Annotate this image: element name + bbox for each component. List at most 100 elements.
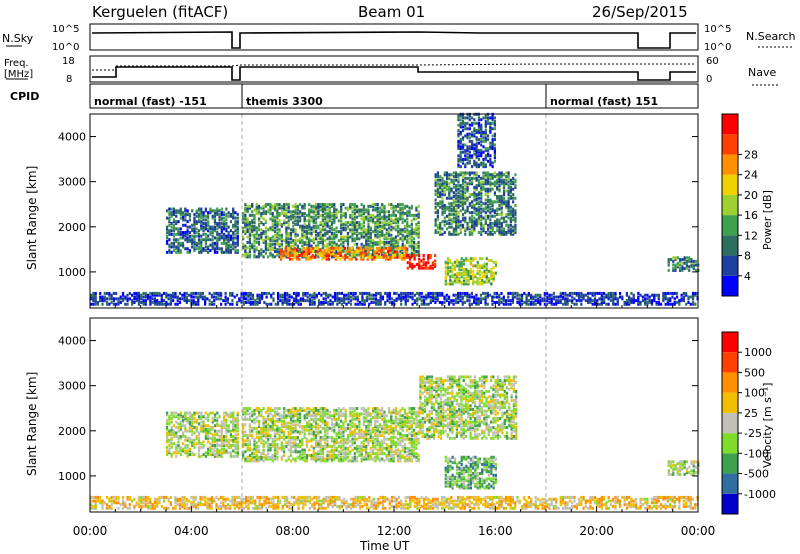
heatmap-cell — [264, 453, 267, 457]
heatmap-cell — [232, 216, 235, 220]
heatmap-cell — [186, 238, 189, 242]
heatmap-cell — [666, 300, 670, 304]
heatmap-cell — [464, 148, 467, 152]
heatmap-cell — [439, 182, 442, 186]
heatmap-cell — [193, 234, 196, 238]
heatmap-cell — [607, 293, 610, 297]
heatmap-cell — [593, 297, 597, 301]
heatmap-cell — [330, 246, 333, 250]
heatmap-cell — [349, 295, 353, 299]
heatmap-cell — [666, 302, 670, 306]
heatmap-cell — [262, 240, 265, 244]
heatmap-cell — [473, 127, 476, 131]
heatmap-cell — [269, 208, 272, 212]
heatmap-cell — [309, 257, 312, 261]
heatmap-cell — [381, 226, 384, 230]
heatmap-cell — [482, 132, 485, 136]
heatmap-cell — [603, 299, 606, 303]
heatmap-cell — [447, 295, 451, 299]
heatmap-cell — [231, 302, 234, 306]
heatmap-cell — [351, 231, 354, 235]
heatmap-cell — [387, 255, 390, 259]
heatmap-cell — [193, 212, 196, 216]
heatmap-cell — [188, 240, 191, 244]
heatmap-cell — [335, 226, 338, 230]
heatmap-cell — [326, 212, 329, 216]
heatmap-cell — [482, 180, 485, 184]
heatmap-cell — [184, 247, 187, 251]
colorbar-tick-label: 8 — [744, 250, 751, 263]
heatmap-cell — [362, 212, 366, 216]
heatmap-cell — [213, 243, 217, 247]
heatmap-cell — [126, 299, 129, 303]
heatmap-cell — [204, 238, 207, 242]
heatmap-cell — [676, 256, 679, 260]
heatmap-cell — [135, 295, 138, 299]
heatmap-cell — [514, 231, 517, 235]
heatmap-cell — [289, 410, 293, 414]
heatmap-cell — [481, 266, 484, 270]
heatmap-cell — [354, 295, 357, 299]
heatmap-cell — [169, 295, 172, 299]
heatmap-cell — [299, 441, 302, 445]
heatmap-cell — [443, 231, 446, 235]
heatmap-cell — [486, 203, 490, 207]
heatmap-cell — [301, 204, 304, 208]
heatmap-cell — [253, 421, 256, 425]
heatmap-cell — [459, 132, 462, 136]
heatmap-cell — [477, 216, 481, 220]
heatmap-cell — [484, 139, 487, 143]
heatmap-cell — [459, 184, 462, 188]
heatmap-cell — [177, 209, 180, 213]
heatmap-cell — [208, 302, 211, 306]
heatmap-cell — [672, 256, 675, 260]
heatmap-cell — [512, 196, 515, 200]
heatmap-cell — [475, 165, 478, 169]
heatmap-cell — [511, 295, 514, 299]
heatmap-cell — [288, 295, 291, 299]
heatmap-cell — [276, 437, 279, 441]
heatmap-cell — [204, 223, 207, 227]
heatmap-cell — [464, 216, 467, 220]
heatmap-cell — [591, 293, 594, 297]
heatmap-cell — [260, 437, 263, 441]
heatmap-cell — [466, 209, 469, 213]
heatmap-cell — [260, 430, 263, 434]
heatmap-cell — [388, 300, 391, 304]
heatmap-cell — [509, 178, 512, 182]
heatmap-cell — [167, 302, 170, 306]
heatmap-cell — [324, 426, 327, 430]
heatmap-cell — [471, 132, 474, 136]
heatmap-cell — [612, 302, 615, 306]
heatmap-cell — [287, 425, 290, 429]
heatmap-cell — [269, 443, 272, 447]
heatmap-cell — [242, 297, 245, 301]
heatmap-cell — [390, 237, 393, 241]
heatmap-cell — [314, 226, 318, 230]
heatmap-cell — [456, 278, 459, 282]
heatmap-cell — [457, 194, 460, 198]
heatmap-cell — [314, 217, 318, 221]
heatmap-cell — [525, 297, 528, 301]
heatmap-cell — [480, 154, 483, 158]
heatmap-cell — [232, 207, 235, 211]
heatmap-cell — [473, 147, 476, 151]
heatmap-cell — [445, 173, 449, 177]
heatmap-cell — [312, 455, 315, 459]
heatmap-cell — [671, 295, 674, 299]
heatmap-cell — [450, 207, 453, 211]
heatmap-cell — [240, 291, 243, 295]
heatmap-cell — [340, 204, 343, 208]
heatmap-cell — [181, 297, 184, 301]
heatmap-cell — [496, 178, 499, 182]
heatmap-cell — [530, 302, 533, 306]
heatmap-cell — [231, 291, 234, 295]
heatmap-cell — [260, 215, 263, 219]
heatmap-cell — [493, 291, 496, 295]
heatmap-cell — [219, 291, 223, 295]
heatmap-cell — [480, 139, 483, 143]
heatmap-cell — [289, 244, 293, 248]
heatmap-cell — [253, 408, 256, 412]
heatmap-cell — [614, 291, 617, 295]
